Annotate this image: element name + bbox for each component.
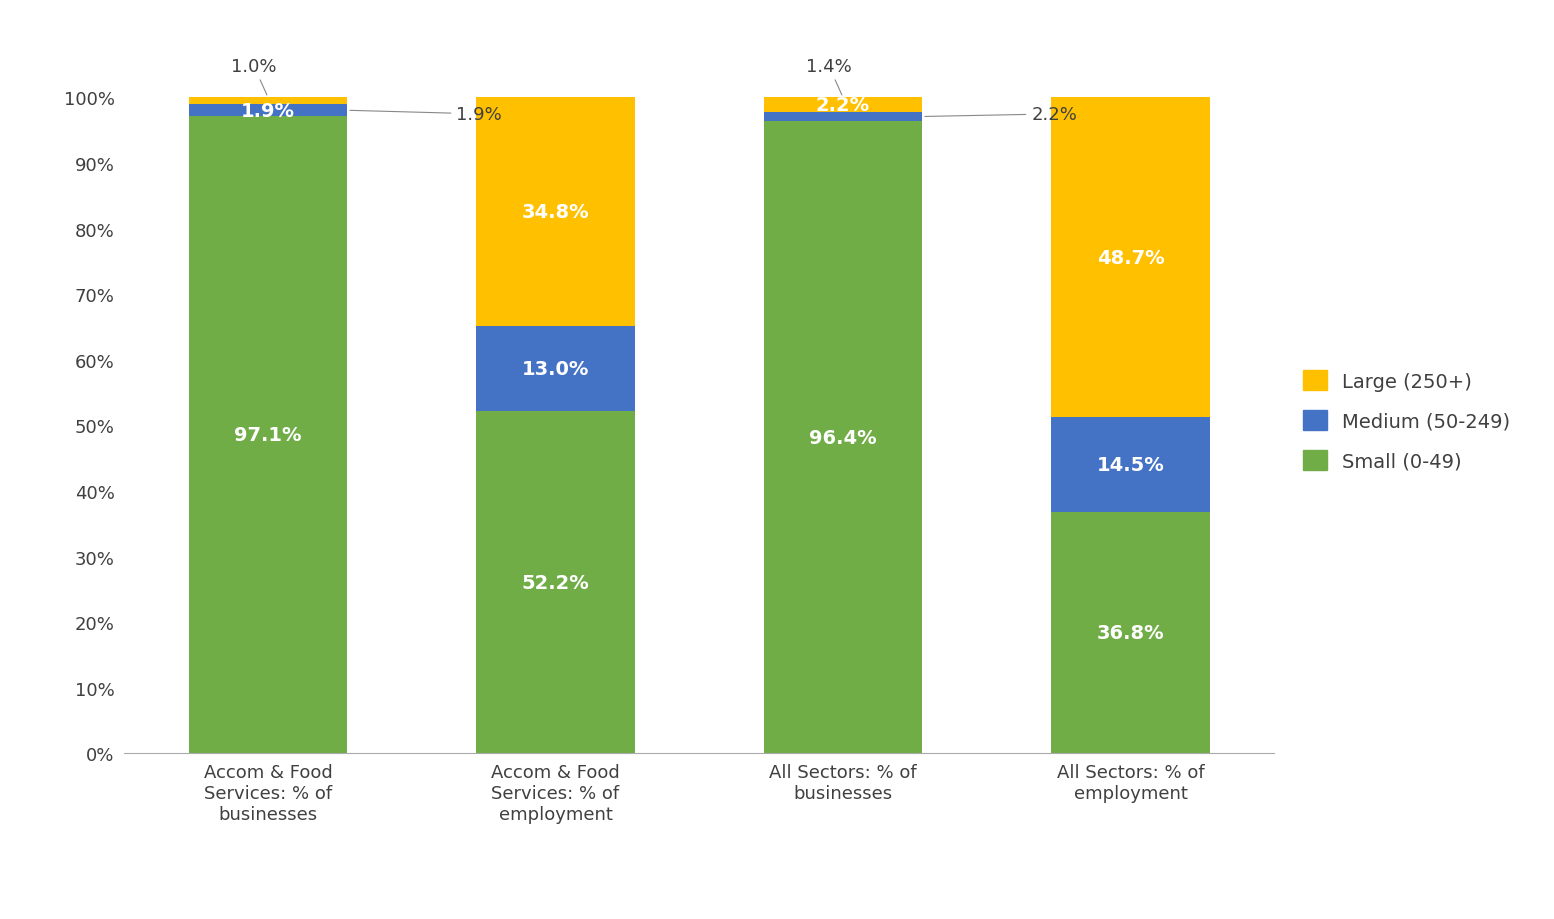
Bar xyxy=(477,412,634,754)
Text: 1.0%: 1.0% xyxy=(232,58,277,96)
Bar xyxy=(190,105,347,118)
Text: 96.4%: 96.4% xyxy=(810,428,876,448)
Text: 52.2%: 52.2% xyxy=(522,573,589,592)
Bar xyxy=(1052,98,1209,417)
Text: 2.2%: 2.2% xyxy=(925,106,1077,124)
Bar xyxy=(1052,513,1209,754)
Bar xyxy=(765,113,922,122)
Legend: Large (250+), Medium (50-249), Small (0-49): Large (250+), Medium (50-249), Small (0-… xyxy=(1296,363,1518,479)
Bar xyxy=(477,98,634,326)
Bar xyxy=(190,118,347,754)
Bar xyxy=(1052,417,1209,513)
Text: 1.9%: 1.9% xyxy=(241,102,295,120)
Text: 1.9%: 1.9% xyxy=(350,106,502,124)
Text: 13.0%: 13.0% xyxy=(522,359,589,379)
Text: 36.8%: 36.8% xyxy=(1097,623,1164,642)
Text: 48.7%: 48.7% xyxy=(1097,248,1164,267)
Text: 2.2%: 2.2% xyxy=(816,96,870,115)
Bar xyxy=(477,326,634,412)
Text: 1.4%: 1.4% xyxy=(807,58,852,96)
Text: 97.1%: 97.1% xyxy=(235,426,301,445)
Text: 14.5%: 14.5% xyxy=(1097,456,1164,474)
Bar xyxy=(765,98,922,113)
Text: 34.8%: 34.8% xyxy=(522,203,589,221)
Bar xyxy=(190,98,347,105)
Bar xyxy=(765,122,922,754)
